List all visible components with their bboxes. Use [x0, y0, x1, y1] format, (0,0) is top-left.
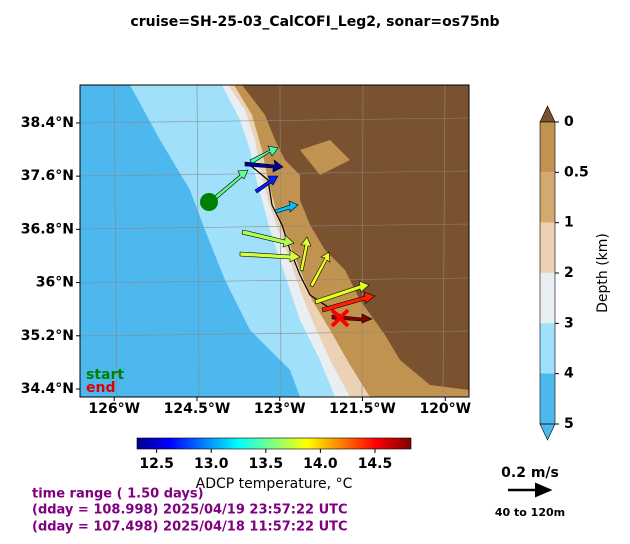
graticule: [80, 85, 469, 397]
lat-tick-label: 36°N: [36, 275, 74, 291]
start-marker: [200, 193, 218, 211]
info-line: time range ( 1.50 days): [32, 487, 204, 502]
depth-tick-label: 4: [564, 366, 574, 382]
lon-tick-label: 121.5°W: [329, 401, 396, 417]
end-marker: [330, 308, 350, 328]
lat-tick-label: 37.6°N: [21, 168, 74, 184]
land: [242, 85, 469, 390]
lon-tick-label: 124.5°W: [164, 401, 231, 417]
depth-tick-label: 3: [564, 315, 574, 331]
lon-tick-label: 123°W: [254, 401, 306, 417]
lat-tick-label: 34.4°N: [21, 381, 74, 397]
temp-tick-label: 14.5: [358, 456, 393, 472]
end-label: end: [86, 380, 115, 396]
depth-tick-label: 0: [564, 114, 574, 130]
title: cruise=SH-25-03_CalCOFI_Leg2, sonar=os75…: [130, 14, 499, 30]
depth-colorbar: [539, 105, 556, 441]
depth-tick-label: 5: [564, 416, 574, 432]
lat-tick-label: 36.8°N: [21, 221, 74, 237]
start-label: start: [86, 367, 124, 383]
map-frame: [79, 84, 470, 398]
depth-tick-label: 1: [564, 215, 574, 231]
scale-label: 0.2 m/s: [501, 465, 559, 481]
lon-tick-label: 126°W: [88, 401, 140, 417]
temp-tick-label: 14.0: [303, 456, 338, 472]
map: start end: [80, 85, 469, 397]
info-line: (dday = 108.998) 2025/04/19 23:57:22 UTC: [32, 503, 348, 518]
lat-tick-label: 35.2°N: [21, 328, 74, 344]
scale-depth: 40 to 120m: [495, 506, 565, 519]
depth-tick-label: 0.5: [564, 164, 589, 180]
bay: [300, 140, 350, 175]
temp-tick-label: 12.5: [139, 456, 174, 472]
info-line: (dday = 107.498) 2025/04/18 11:57:22 UTC: [32, 520, 348, 535]
temperature-colorbar: [136, 437, 412, 450]
velocity-arrows: [209, 145, 376, 324]
depth-tick-label: 2: [564, 265, 574, 281]
temp-tick-label: 13.0: [194, 456, 229, 472]
lon-tick-label: 120°W: [419, 401, 471, 417]
temperature-label: ADCP temperature, °C: [196, 476, 353, 492]
depth-label: Depth (km): [595, 233, 611, 313]
temp-tick-label: 13.5: [249, 456, 284, 472]
lat-tick-label: 38.4°N: [21, 115, 74, 131]
